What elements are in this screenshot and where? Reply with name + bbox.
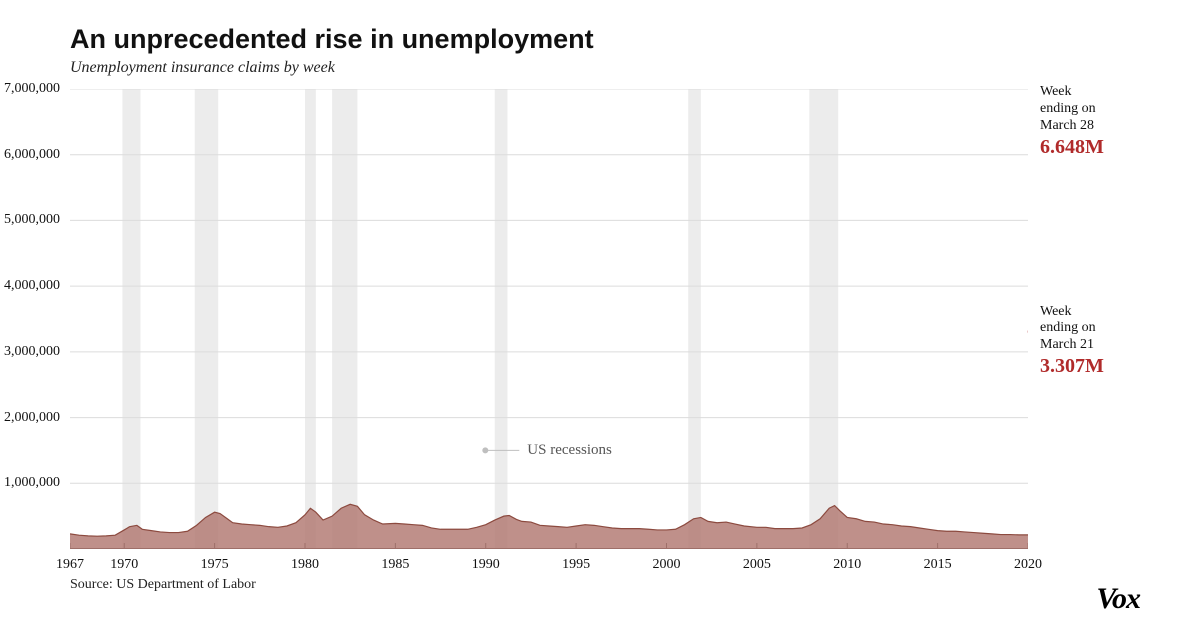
x-axis-tick-label: 1980 (291, 557, 319, 573)
chart-subtitle: Unemployment insurance claims by week (70, 59, 1130, 77)
x-axis-tick-label: 1985 (381, 557, 409, 573)
recession-legend-label: US recessions (527, 442, 612, 459)
x-axis-tick-label: 1975 (201, 557, 229, 573)
x-axis-tick-label: 2020 (1014, 557, 1042, 573)
y-axis-tick-label: 2,000,000 (4, 410, 60, 426)
annotation-label-line: Week ending on (1040, 304, 1104, 338)
x-axis-tick-label: 2015 (924, 557, 952, 573)
annotation-label-line: March 21 (1040, 337, 1104, 354)
brand-logo: Vox (1096, 582, 1140, 616)
y-axis-tick-label: 6,000,000 (4, 147, 60, 163)
recession-legend: US recessions (527, 442, 612, 459)
annotation-value: 6.648M (1040, 135, 1104, 159)
annotation-mar21: Week ending onMarch 213.307M (1040, 304, 1104, 378)
chart-source: Source: US Department of Labor (70, 577, 1130, 593)
y-axis-tick-label: 7,000,000 (4, 81, 60, 97)
chart-plot-area: 1,000,0002,000,0003,000,0004,000,0005,00… (70, 89, 1028, 549)
x-axis-tick-label: 1970 (110, 557, 138, 573)
x-axis-tick-label: 2000 (652, 557, 680, 573)
x-axis-tick-label: 1990 (472, 557, 500, 573)
annotation-mar28: Week ending onMarch 286.648M (1040, 84, 1104, 158)
y-axis-tick-label: 5,000,000 (4, 212, 60, 228)
x-axis-tick-label: 1967 (56, 557, 84, 573)
y-axis-tick-label: 1,000,000 (4, 475, 60, 491)
y-axis-tick-label: 3,000,000 (4, 344, 60, 360)
x-axis-tick-label: 2005 (743, 557, 771, 573)
y-axis-tick-label: 4,000,000 (4, 278, 60, 294)
x-axis-tick-label: 1995 (562, 557, 590, 573)
annotation-label-line: March 28 (1040, 118, 1104, 135)
annotation-label-line: Week ending on (1040, 84, 1104, 118)
chart-container: An unprecedented rise in unemployment Un… (0, 0, 1200, 630)
annotation-value: 3.307M (1040, 354, 1104, 378)
chart-title: An unprecedented rise in unemployment (70, 24, 1130, 55)
x-axis-tick-label: 2010 (833, 557, 861, 573)
chart-svg (70, 89, 1028, 549)
